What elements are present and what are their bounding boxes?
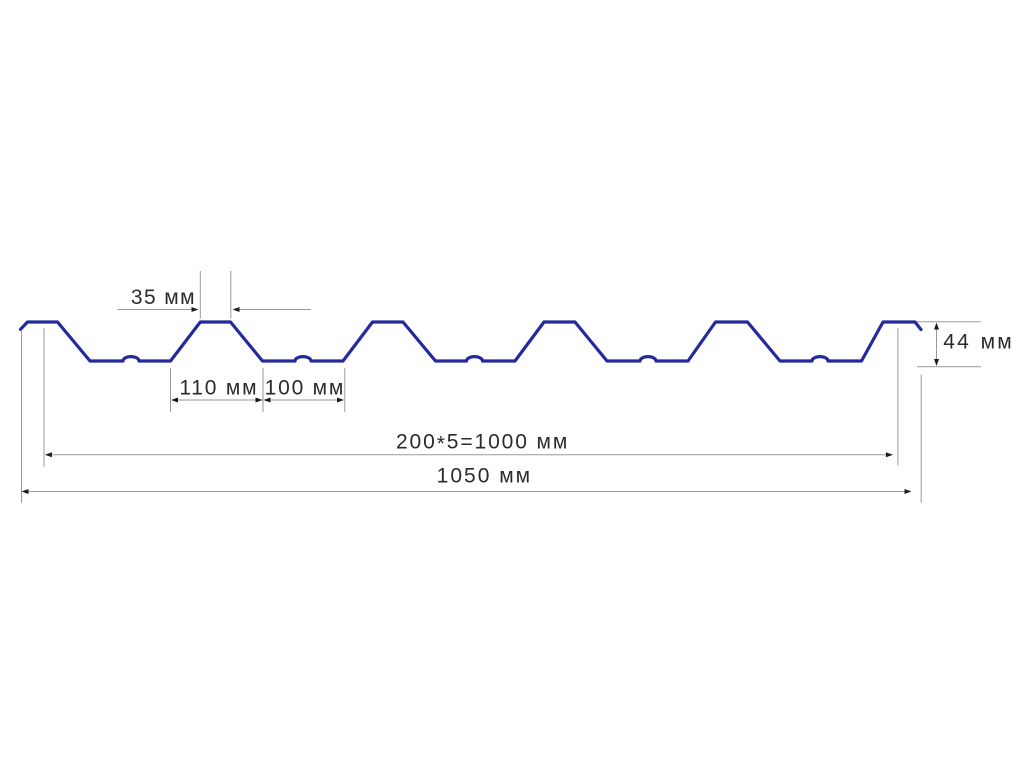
svg-text:100 мм: 100 мм	[265, 376, 346, 399]
svg-text:35 мм: 35 мм	[131, 286, 196, 309]
svg-text:1050 мм: 1050 мм	[437, 465, 532, 488]
svg-text:44 мм: 44 мм	[943, 330, 1014, 353]
svg-text:110 мм: 110 мм	[179, 376, 258, 399]
svg-text:200*5=1000 мм: 200*5=1000 мм	[396, 431, 569, 456]
